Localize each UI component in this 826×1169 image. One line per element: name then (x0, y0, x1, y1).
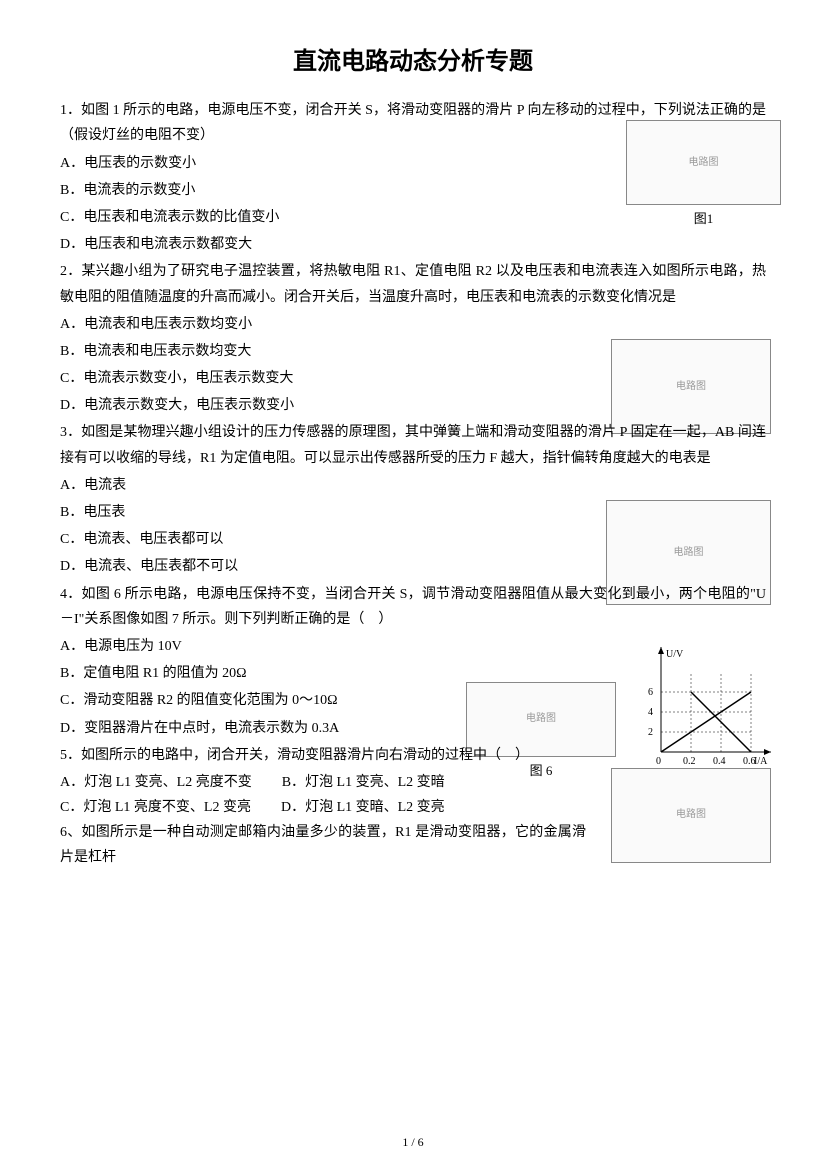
q1-option-d: D．电压表和电流表示数都变大 (60, 232, 766, 257)
q5-option-b: B．灯泡 L1 变亮、L2 变暗 (282, 770, 445, 795)
q5-option-d: D．灯泡 L1 变暗、L2 变亮 (281, 795, 445, 820)
q3-option-a: A．电流表 (60, 473, 766, 498)
page-title: 直流电路动态分析专题 (60, 40, 766, 83)
svg-text:6: 6 (648, 687, 653, 698)
question-1-block: 电路图 图1 1．如图 1 所示的电路，电源电压不变，闭合开关 S，将滑动变阻器… (60, 98, 766, 257)
q3-stem: 3．如图是某物理兴趣小组设计的压力传感器的原理图，其中弹簧上端和滑动变阻器的滑片… (60, 420, 766, 470)
question-4-block: 电路图 图 6 2 4 6 0 0.2 0.4 0.6 U/V I/A 图 (60, 582, 766, 741)
q5-stem: 5．如图所示的电路中，闭合开关，滑动变阻器滑片向右滑动的过程中（ ） (60, 743, 766, 768)
q5-option-c: C．灯泡 L1 亮度不变、L2 变亮 (60, 795, 251, 820)
question-2-block: 电路图 2．某兴趣小组为了研究电子温控装置，将热敏电阻 R1、定值电阻 R2 以… (60, 259, 766, 418)
figure-1-label: 图1 (626, 207, 781, 230)
question-5-block: 电路图 5．如图所示的电路中，闭合开关，滑动变阻器滑片向右滑动的过程中（ ） A… (60, 743, 766, 821)
page-number: 1 / 6 (0, 1132, 826, 1154)
q2-option-a: A．电流表和电压表示数均变小 (60, 312, 766, 337)
q4-stem: 4．如图 6 所示电路，电源电压保持不变，当闭合开关 S，调节滑动变阻器阻值从最… (60, 582, 766, 632)
svg-text:2: 2 (648, 727, 653, 738)
q5-option-a: A．灯泡 L1 变亮、L2 亮度不变 (60, 770, 252, 795)
svg-text:U/V: U/V (666, 649, 684, 660)
figure-1-circuit: 电路图 (626, 120, 781, 205)
figure-5-circuit: 电路图 (611, 768, 771, 863)
question-3-block: 电路图 3．如图是某物理兴趣小组设计的压力传感器的原理图，其中弹簧上端和滑动变阻… (60, 420, 766, 579)
svg-text:4: 4 (648, 707, 653, 718)
q2-stem: 2．某兴趣小组为了研究电子温控装置，将热敏电阻 R1、定值电阻 R2 以及电压表… (60, 259, 766, 309)
